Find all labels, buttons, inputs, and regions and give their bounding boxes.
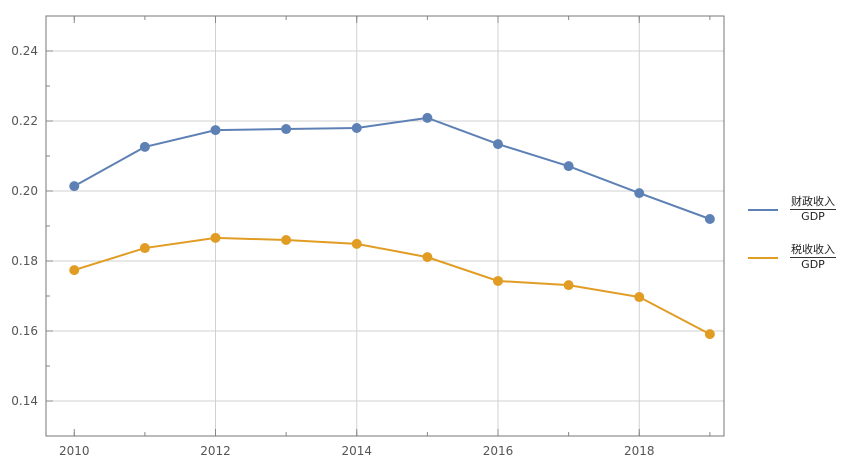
data-point [210,125,221,136]
data-point [634,188,645,199]
y-tick-label: 0.14 [11,394,38,408]
data-point [69,181,80,192]
data-point [351,123,362,133]
data-point [281,124,292,135]
x-tick-label: 2018 [624,444,655,458]
data-point [281,235,292,245]
y-tick-label: 0.22 [11,114,38,128]
data-point [69,265,80,276]
plot-frame [45,15,725,437]
y-tick-label: 0.24 [11,44,38,58]
legend-denominator: GDP [801,258,825,271]
data-point [493,275,503,286]
series-line-1 [73,236,711,336]
data-point [422,252,433,263]
data-point [563,161,574,172]
data-point [563,280,574,291]
data-point [210,232,221,243]
y-tick-label: 0.16 [11,324,38,338]
y-tick-label: 0.20 [11,184,38,198]
data-point [139,243,150,254]
legend-numerator: 财政收入 [790,195,836,210]
series-line-0 [73,116,711,220]
legend-denominator: GDP [801,210,825,223]
x-tick-label: 2014 [341,444,372,458]
data-point [139,141,150,152]
data-point [493,139,503,150]
x-tick-label: 2010 [59,444,90,458]
legend-numerator: 税收收入 [790,243,836,258]
data-point [351,238,362,249]
legend-item-fiscal-revenue: 财政收入 GDP [748,195,858,224]
x-tick-label: 2012 [200,444,231,458]
legend-swatch [748,256,778,259]
legend-swatch [748,208,778,211]
data-point [422,112,433,123]
y-tick-label: 0.18 [11,254,38,268]
data-point [704,214,715,224]
x-tick-label: 2016 [483,444,514,458]
data-point [634,292,645,303]
legend-item-tax-revenue: 税收收入 GDP [748,243,858,272]
data-point [704,329,715,340]
